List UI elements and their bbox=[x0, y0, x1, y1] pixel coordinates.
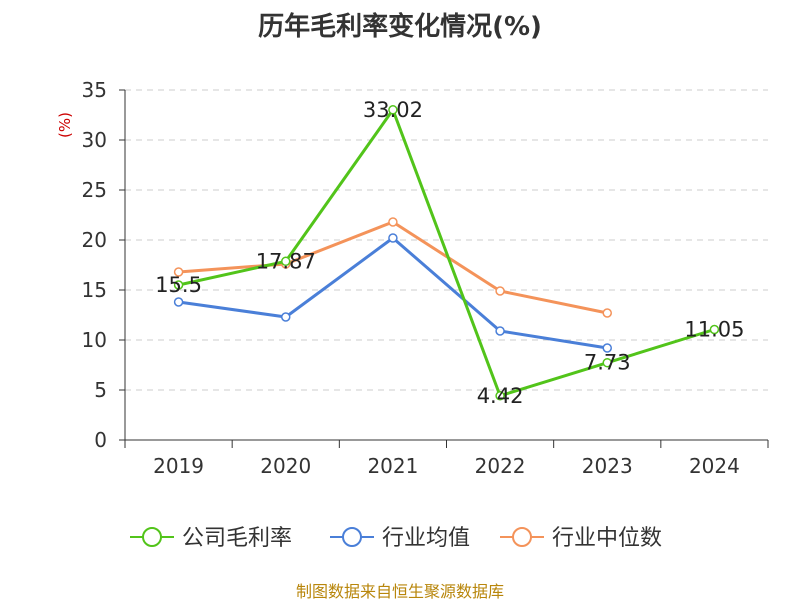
data-labels: 15.5 17.87 33.02 4.42 7.73 11.05 bbox=[155, 98, 744, 408]
x-tick-label: 2021 bbox=[367, 454, 418, 478]
series-line-0 bbox=[178, 108, 715, 398]
chart-title: 历年毛利率变化情况(%) bbox=[258, 12, 542, 42]
legend[interactable]: 公司毛利率 行业均值 行业中位数 bbox=[130, 526, 662, 551]
data-label: 7.73 bbox=[584, 351, 631, 375]
data-label: 15.5 bbox=[155, 273, 202, 297]
y-tick-label: 35 bbox=[82, 78, 107, 102]
data-point bbox=[602, 343, 612, 353]
y-tick-label: 20 bbox=[82, 228, 107, 252]
data-point bbox=[388, 233, 398, 243]
y-tick-label: 10 bbox=[82, 328, 107, 352]
y-axis-label: (%) bbox=[56, 112, 74, 138]
x-tick-label: 2024 bbox=[689, 454, 740, 478]
legend-item-1[interactable]: 行业均值 bbox=[330, 526, 470, 551]
y-tick-label: 0 bbox=[94, 428, 107, 452]
data-point bbox=[495, 326, 505, 336]
legend-label: 公司毛利率 bbox=[182, 526, 292, 551]
data-point bbox=[602, 308, 612, 318]
data-point bbox=[388, 105, 398, 115]
data-point bbox=[173, 280, 184, 290]
x-tick-label: 2019 bbox=[153, 454, 204, 478]
data-point bbox=[495, 391, 505, 401]
data-point bbox=[173, 297, 184, 307]
y-tick-label: 15 bbox=[82, 278, 107, 302]
data-point bbox=[173, 267, 184, 277]
data-label: 17.87 bbox=[256, 249, 316, 273]
series-line-1 bbox=[178, 236, 608, 350]
data-point bbox=[602, 357, 612, 368]
data-label: 4.42 bbox=[477, 384, 524, 408]
data-label: 11.05 bbox=[684, 318, 744, 342]
legend-marker bbox=[142, 527, 162, 547]
legend-marker bbox=[512, 527, 532, 547]
data-point bbox=[709, 324, 720, 335]
legend-item-0[interactable]: 公司毛利率 bbox=[130, 526, 292, 551]
y-tick-label: 30 bbox=[82, 128, 107, 152]
data-label: 33.02 bbox=[363, 98, 423, 122]
series-lines bbox=[173, 105, 720, 401]
legend-item-2[interactable]: 行业中位数 bbox=[500, 526, 662, 551]
x-tick-label: 2022 bbox=[475, 454, 526, 478]
data-point bbox=[281, 256, 291, 267]
legend-label: 行业均值 bbox=[382, 526, 470, 551]
legend-label: 行业中位数 bbox=[552, 526, 662, 551]
legend-marker bbox=[342, 527, 362, 547]
axes: 0 5 10 15 20 25 30 35 (%) 2019 2020 2021 2022 2023 202… bbox=[56, 78, 769, 478]
data-point bbox=[281, 312, 291, 322]
data-point bbox=[388, 217, 398, 227]
grid-lines bbox=[125, 89, 768, 391]
source-note: 制图数据来自恒生聚源数据库 bbox=[295, 582, 504, 601]
x-tick-label: 2023 bbox=[582, 454, 633, 478]
x-tick-label: 2020 bbox=[260, 454, 311, 478]
y-tick-label: 25 bbox=[82, 178, 107, 202]
data-point bbox=[495, 286, 505, 296]
y-tick-label: 5 bbox=[94, 378, 107, 402]
